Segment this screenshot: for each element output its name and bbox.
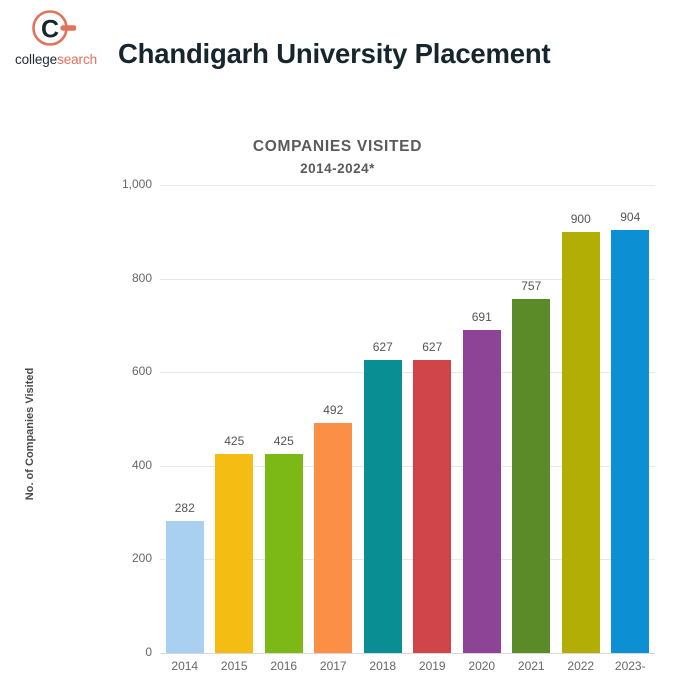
bar-value-label: 425 xyxy=(273,434,294,449)
x-axis-tick-label: 2015 xyxy=(220,659,248,673)
x-axis-tick-label: 2018 xyxy=(369,659,397,673)
companies-visited-chart: COMPANIES VISITED 2014-2024* No. of Comp… xyxy=(0,108,675,675)
bar-slot: 627 xyxy=(408,108,458,653)
page-title: Chandigarh University Placement xyxy=(118,38,551,69)
y-axis-tick-label: 0 xyxy=(145,645,152,659)
bar-value-label: 691 xyxy=(471,309,492,324)
gridline xyxy=(160,559,655,561)
x-axis-tick-label: 2019 xyxy=(418,659,446,673)
bar-slot: 904 xyxy=(606,108,656,653)
chart-subtitle: 2014-2024* xyxy=(300,161,375,176)
bar-2020[interactable] xyxy=(462,329,501,653)
y-axis-tick-label: 200 xyxy=(131,551,152,566)
bar-value-label: 492 xyxy=(323,402,344,417)
bar-slot: 691 xyxy=(457,108,507,653)
bar-2019[interactable] xyxy=(413,359,452,653)
bar-2023-[interactable] xyxy=(611,229,650,653)
bar-2015[interactable] xyxy=(215,454,254,653)
bar-value-label: 627 xyxy=(422,339,443,354)
bar-2016[interactable] xyxy=(264,454,303,653)
x-axis-tick-label: 2023- xyxy=(614,659,646,673)
gridline xyxy=(160,372,655,374)
bar-value-label: 904 xyxy=(620,209,641,224)
svg-text:C: C xyxy=(41,16,59,44)
bar-value-label: 900 xyxy=(570,211,591,226)
bar-2018[interactable] xyxy=(363,359,402,653)
bar-value-label: 757 xyxy=(521,278,542,293)
bar-2022[interactable] xyxy=(561,231,600,653)
magnifier-c-logo-icon: C xyxy=(30,8,77,54)
bar-series: 282 425 425 492 627 627 691 757 900 904 xyxy=(160,108,655,653)
bar-2014[interactable] xyxy=(165,521,204,653)
x-axis-tick-label: 2016 xyxy=(270,659,298,673)
gridline xyxy=(160,465,655,467)
bar-value-label: 282 xyxy=(174,501,195,516)
x-axis-tick-label: 2020 xyxy=(468,659,496,673)
bar-value-label: 425 xyxy=(224,434,245,449)
bar-2017[interactable] xyxy=(314,422,353,653)
x-axis-ticks: 2014 2015 2016 2017 2018 2019 2020 2021 2022 2023… xyxy=(160,108,655,675)
bar-slot: 492 xyxy=(309,108,359,653)
logo-wordmark: collegesearch xyxy=(4,52,108,67)
plot-area: 0 200 400 600 800 1,000 282 425 425 492 627 627 691… xyxy=(0,108,675,675)
y-axis-tick-label: 600 xyxy=(131,364,152,379)
bar-slot: 900 xyxy=(556,108,606,653)
chart-title: COMPANIES VISITED xyxy=(252,138,423,155)
bar-value-label: 627 xyxy=(372,339,393,354)
y-axis-tick-label: 1,000 xyxy=(121,177,152,191)
x-axis-line xyxy=(160,653,655,654)
bar-slot: 425 xyxy=(210,108,260,653)
logo-word-search: search xyxy=(57,52,97,67)
x-axis-tick-label: 2014 xyxy=(171,659,199,673)
gridline xyxy=(160,185,655,186)
bar-slot: 282 xyxy=(160,108,210,653)
collegesearch-logo[interactable]: C collegesearch xyxy=(4,8,108,70)
x-axis-tick-label: 2017 xyxy=(319,659,347,673)
page-header: C collegesearch Chandigarh University Pl… xyxy=(0,0,675,108)
y-axis-tick-label: 800 xyxy=(131,270,152,285)
bar-slot: 757 xyxy=(507,108,557,653)
logo-word-college: college xyxy=(14,52,58,67)
bar-2021[interactable] xyxy=(512,298,551,653)
y-axis-tick-label: 400 xyxy=(131,457,152,472)
bar-slot: 425 xyxy=(259,108,309,653)
gridline xyxy=(160,278,655,280)
x-axis-tick-label: 2022 xyxy=(567,659,595,673)
bar-slot: 627 xyxy=(358,108,408,653)
x-axis-tick-label: 2021 xyxy=(517,659,545,673)
